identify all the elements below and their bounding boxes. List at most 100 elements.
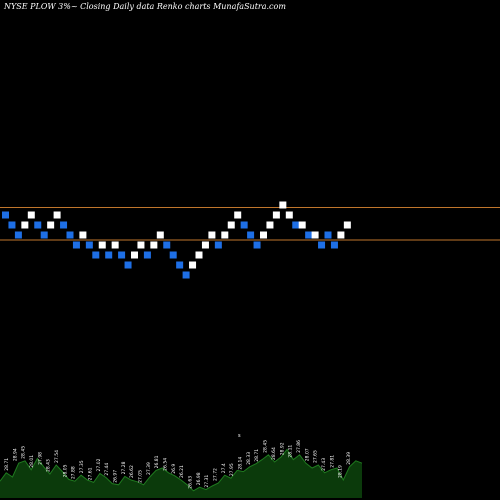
volume-price-label: 28.92 (279, 442, 285, 455)
volume-area (0, 449, 362, 498)
volume-marker-label: s (238, 433, 241, 439)
volume-price-label: 27.72 (213, 468, 219, 481)
renko-brick-down (85, 241, 93, 249)
renko-brick-down (66, 231, 74, 239)
volume-price-label: 28.33 (246, 452, 252, 465)
renko-brick-up (53, 211, 61, 219)
volume-price-label: 27.54 (54, 450, 60, 463)
renko-brick-up (189, 261, 197, 269)
volume-price-label: 26.54 (163, 458, 169, 471)
renko-brick-down (8, 221, 16, 229)
renko-brick-up (21, 221, 29, 229)
volume-price-label: 26.81 (154, 455, 160, 468)
renko-brick-up (131, 251, 138, 259)
renko-brick-down (14, 231, 22, 239)
volume-price-label: 28.19 (338, 465, 344, 478)
volume-price-label: 27.43 (321, 458, 327, 471)
renko-brick-down (240, 221, 248, 229)
volume-price-label: 27.98 (37, 452, 43, 465)
volume-price-label: 26.9 (171, 464, 177, 474)
volume-price-label: 27.35 (79, 460, 85, 473)
renko-brick-up (111, 241, 119, 249)
renko-brick-up (27, 211, 35, 219)
renko-brick-down (169, 251, 177, 259)
volume-price-label: 26.21 (179, 465, 185, 478)
volume-price-label: 27.44 (104, 463, 110, 476)
renko-brick-down (118, 251, 126, 259)
volume-price-label: 28.39 (346, 452, 352, 465)
renko-brick-down (124, 261, 132, 269)
renko-brick-down (318, 241, 326, 249)
renko-brick-down (105, 251, 113, 259)
renko-brick-up (201, 241, 209, 249)
renko-brick-down (2, 211, 9, 219)
renko-brick-up (343, 221, 351, 229)
volume-price-label: 27.65 (313, 450, 319, 463)
volume-price-label: 28.71 (4, 458, 10, 471)
renko-brick-up (221, 231, 229, 239)
renko-brick-down (247, 231, 255, 239)
renko-brick-down (163, 241, 171, 249)
volume-price-label: 27.86 (296, 440, 302, 453)
volume-price-label: 26.62 (129, 465, 135, 478)
renko-brick-up (98, 241, 106, 249)
renko-brick-down (182, 271, 190, 279)
volume-price-label: 27.02 (96, 458, 102, 471)
renko-brick-down (72, 241, 80, 249)
renko-brick-down (92, 251, 100, 259)
volume-price-label: 27.88 (71, 466, 77, 479)
volume-price-label: 28.45 (21, 446, 27, 459)
volume-price-label: 28.71 (254, 449, 260, 462)
volume-price-label: 26.63 (188, 476, 194, 489)
renko-brick-down (305, 231, 313, 239)
renko-brick-up (279, 201, 287, 209)
volume-price-label: 28.07 (304, 448, 310, 461)
volume-price-label: 28.14 (238, 457, 244, 470)
volume-price-label: 27.31 (204, 475, 210, 488)
renko-brick-up (272, 211, 280, 219)
volume-price-label: 27.81 (329, 455, 335, 468)
volume-price-label: 28.64 (271, 447, 277, 460)
volume-price-label: 27.39 (146, 462, 152, 475)
renko-brick-down (40, 231, 48, 239)
renko-brick-up (195, 251, 203, 259)
renko-brick-up (79, 231, 87, 239)
volume-price-label: 28.43 (46, 459, 52, 472)
renko-brick-up (266, 221, 274, 229)
volume-price-label: 28.45 (263, 440, 269, 453)
volume-price-label: 28.01 (29, 455, 35, 468)
volume-price-label: 27.95 (229, 463, 235, 476)
volume-line (0, 448, 363, 492)
renko-brick-up (137, 241, 145, 249)
volume-price-label: 28.05 (62, 464, 68, 477)
renko-brick-up (156, 231, 164, 239)
renko-brick-up (208, 231, 216, 239)
renko-brick-down (253, 241, 261, 249)
renko-brick-down (214, 241, 222, 249)
renko-brick-down (324, 231, 332, 239)
volume-price-label: 26.98 (196, 472, 202, 485)
renko-brick-up (150, 241, 158, 249)
volume-price-label: 27.28 (121, 461, 127, 474)
volume-price-label: 27.05 (138, 470, 144, 483)
renko-brick-down (330, 241, 338, 249)
renko-brick-up (285, 211, 293, 219)
renko-brick-up (298, 221, 306, 229)
renko-brick-down (60, 221, 68, 229)
renko-brick-up (337, 231, 345, 239)
volume-price-label: 27.61 (87, 467, 93, 480)
chart-title: NYSE PLOW 3%~ Closing Daily data Renko c… (4, 2, 286, 11)
renko-brick-up (47, 221, 55, 229)
renko-brick-up (234, 211, 242, 219)
renko-brick-down (34, 221, 42, 229)
renko-brick-up (227, 221, 235, 229)
volume-price-label: 28.94 (12, 448, 18, 461)
renko-brick-down (176, 261, 184, 269)
volume-price-label: 28.11 (288, 445, 294, 458)
volume-price-label: 26.97 (112, 470, 118, 483)
renko-brick-up (260, 231, 267, 239)
volume-price-label: 27.4 (221, 463, 227, 473)
renko-brick-down (143, 251, 151, 259)
